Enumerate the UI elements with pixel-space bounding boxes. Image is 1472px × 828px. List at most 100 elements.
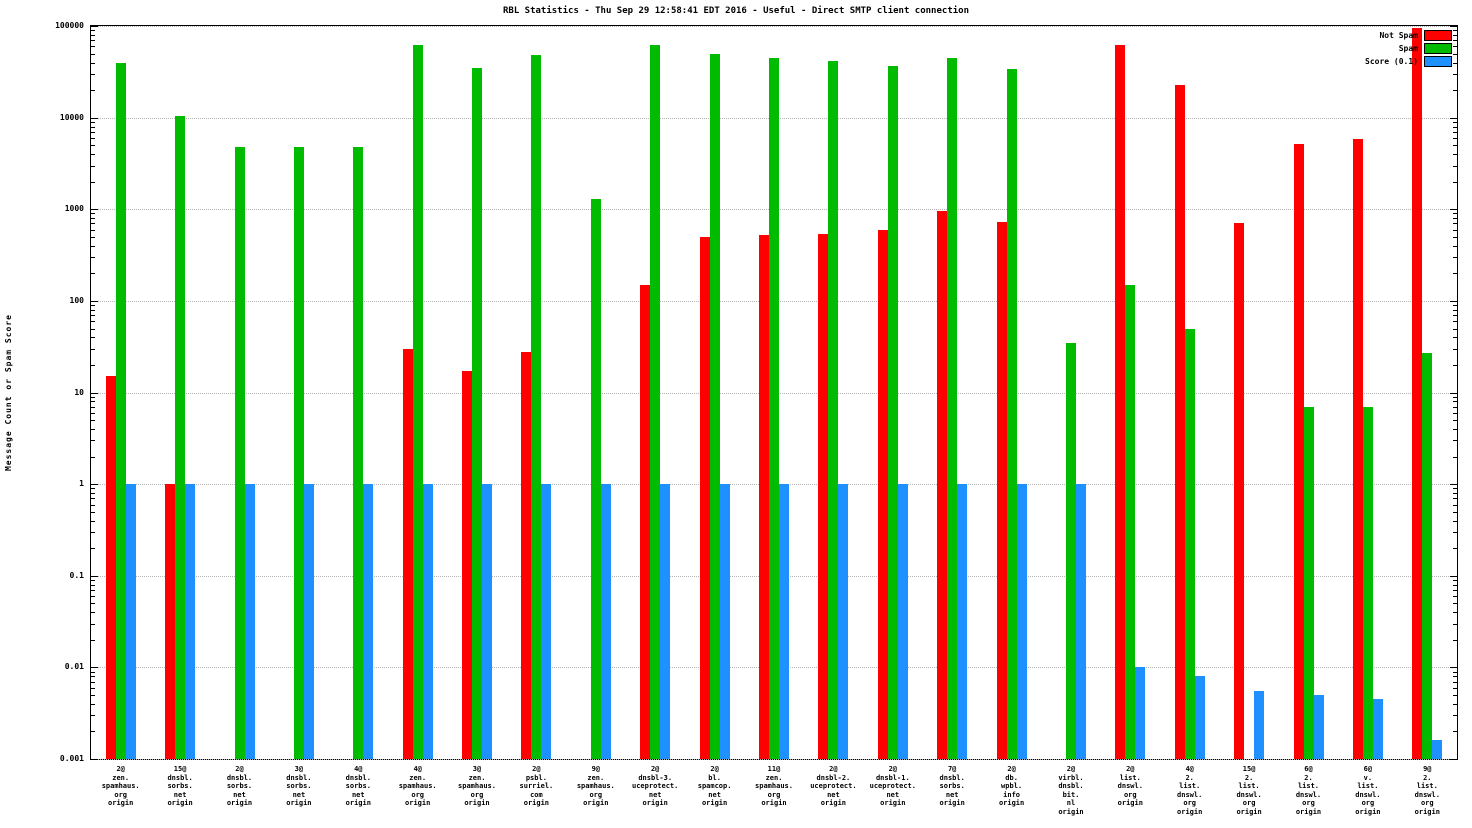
y-tick-mark [1453,364,1457,366]
bar-score-0-1-10 [719,484,730,759]
y-tick-mark [91,406,95,408]
y-tick-label: 100 [69,295,84,305]
x-tick-label-line: dnsbl-2. [816,773,851,782]
y-tick-label: 0.1 [69,570,84,580]
x-tick-label-13: 2@ dnsbl-1. uceprotect. net origin [858,765,928,808]
x-tick-label-7: 2@ psbl. surriel. com origin [501,765,571,808]
x-tick-label-line: origin [1295,807,1322,816]
x-tick-label-line: 2@ [235,765,244,773]
y-tick-mark [91,401,95,403]
x-tick-label-11: 11@ zen. spamhaus. org origin [739,765,809,808]
bar-not-spam-5 [402,348,413,759]
y-tick-mark [91,245,95,247]
y-tick-mark [1453,131,1457,133]
bar-spam-6 [472,67,482,759]
y-tick-mark [91,121,95,123]
y-tick-mark [1453,154,1457,156]
x-tick-label-line: origin [701,799,728,807]
bar-not-spam-14 [937,211,948,759]
y-tick-mark [91,511,95,513]
y-tick-mark [1453,213,1457,215]
bar-not-spam-11 [759,235,769,759]
y-tick-mark [91,309,95,311]
y-tick-mark [91,584,95,586]
x-tick-label-9: 2@ dnsbl-3. uceprotect. net origin [620,765,690,808]
x-tick-label-16: 2@ virbl. dnsbl. bit. nl origin [1036,765,1106,816]
x-tick-label-line: 2@ [1126,765,1135,773]
x-tick-label-line: 2@ [532,765,541,773]
bar-score-0-1-6 [482,484,492,759]
y-tick-mark [1453,520,1457,522]
x-tick-label-line: 15@ [173,765,187,773]
bar-score-0-1-16 [1076,484,1086,759]
y-tick-mark [91,34,95,36]
bar-not-spam-9 [640,284,651,759]
bar-spam-8 [590,198,601,759]
bar-spam-3 [293,146,304,759]
y-tick-mark [1453,126,1457,128]
y-tick-mark [1453,121,1457,123]
y-tick-mark [1453,223,1457,225]
x-tick-label-line: 11@ [767,765,781,773]
y-tick-mark [91,229,95,231]
x-tick-label-line: sorbs. [345,782,371,790]
y-tick-mark [1453,623,1457,625]
y-tick-mark [1453,34,1457,36]
y-tick-label: 10000 [59,112,84,122]
y-tick-mark [1450,26,1457,27]
x-tick-label-line: sorbs. [286,782,312,790]
x-tick-label-line: zen. [112,773,130,782]
x-tick-label-line: dnswl. [1414,790,1440,799]
y-tick-mark [1453,589,1457,591]
y-tick-mark [1453,337,1457,339]
x-tick-label-line: net [886,790,900,799]
x-tick-label-line: 2. [1185,773,1194,782]
y-tick-mark [91,575,98,577]
y-tick-mark [1453,138,1457,139]
legend-label: Score (0.1) [1365,57,1418,66]
x-tick-label-line: net [292,790,306,799]
y-tick-mark [1453,579,1457,581]
x-tick-label-line: dnswl. [1355,790,1381,799]
y-tick-mark [1453,603,1457,605]
x-tick-label-line: dnsbl. [1058,782,1084,790]
bar-spam-20 [1303,406,1314,759]
x-tick-label-line: 2. [1304,773,1313,782]
x-tick-label-line: net [827,790,840,799]
x-tick-label-line: org [411,790,425,799]
y-tick-mark [91,145,95,147]
bar-score-0-1-17 [1135,667,1146,759]
y-tick-mark [1453,420,1457,422]
x-tick-label-line: origin [761,799,787,807]
x-tick-label-line: dnswl. [1177,790,1203,799]
x-tick-label-line: list. [1179,782,1201,790]
x-tick-label-line: spamhaus. [458,782,496,790]
bar-score-0-1-19 [1254,691,1265,759]
bar-not-spam-17 [1115,45,1126,759]
x-tick-label-line: net [233,790,246,799]
y-tick-mark [91,456,95,458]
bar-not-spam-7 [521,351,532,759]
grid-line [91,759,1457,760]
bar-not-spam-12 [818,233,829,759]
bar-spam-18 [1184,328,1195,759]
y-tick-mark [1453,40,1457,42]
x-tick-label-line: psbl. [525,773,547,782]
bar-not-spam-21 [1352,139,1363,759]
legend-entry: Spam [1365,42,1452,55]
x-tick-label-line: spamcop. [697,782,732,790]
bar-score-0-1-5 [422,484,433,759]
x-tick-label-line: list. [1416,782,1438,790]
x-tick-label-line: info [1003,790,1021,799]
y-tick-mark [1453,321,1457,323]
y-tick-mark [91,612,95,614]
y-tick-mark [91,396,95,398]
y-tick-mark [91,300,98,302]
y-tick-mark [1453,639,1457,641]
x-tick-label-line: 2@ [650,765,660,773]
legend-swatch [1424,56,1452,67]
bar-score-0-1-18 [1194,676,1205,759]
y-tick-mark [91,165,95,167]
y-tick-mark [1453,236,1457,238]
